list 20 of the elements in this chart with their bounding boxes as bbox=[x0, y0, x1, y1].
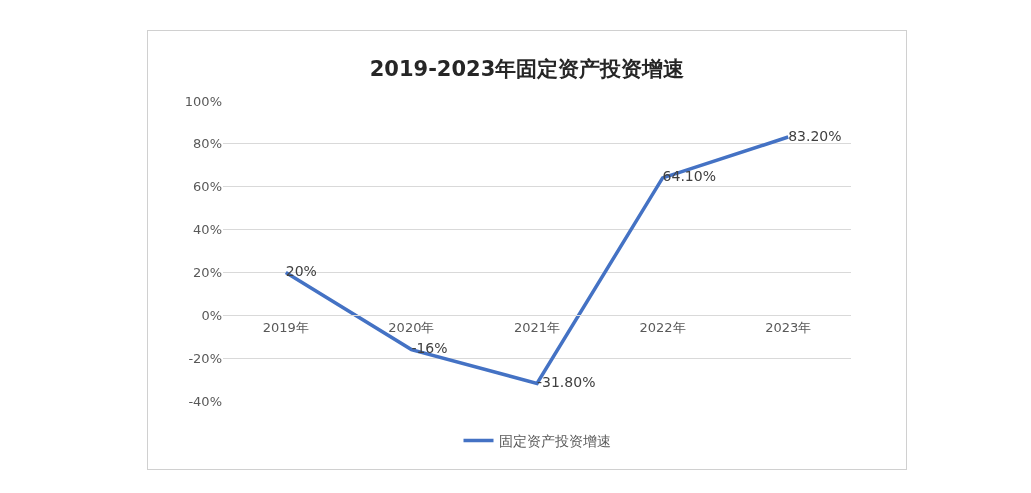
y-tick-label: -20% bbox=[188, 350, 222, 366]
data-label: 64.10% bbox=[662, 168, 716, 185]
y-tick-label: 80% bbox=[193, 136, 222, 152]
data-label: 83.20% bbox=[788, 127, 842, 144]
y-tick-label: 0% bbox=[201, 307, 222, 323]
data-label: -31.80% bbox=[537, 373, 596, 390]
y-tick-label: -40% bbox=[188, 393, 222, 409]
x-tick-label: 2021年 bbox=[513, 319, 561, 335]
x-tick-label: 2020年 bbox=[388, 319, 435, 335]
y-tick-label: 100% bbox=[184, 93, 222, 109]
y-tick-label: 60% bbox=[193, 179, 222, 195]
x-tick-label: 2022年 bbox=[639, 319, 686, 335]
data-label: 20% bbox=[285, 262, 317, 279]
chart-title: 2019-2023年固定资产投资增速 bbox=[369, 57, 685, 82]
y-tick-label: 40% bbox=[193, 222, 222, 238]
x-tick-label: 2019年 bbox=[262, 319, 309, 335]
x-tick-label: 2023年 bbox=[765, 319, 812, 335]
data-label: -16% bbox=[411, 340, 448, 357]
legend-label: 固定资产投资增速 bbox=[498, 433, 611, 450]
y-tick-label: 20% bbox=[193, 264, 222, 280]
